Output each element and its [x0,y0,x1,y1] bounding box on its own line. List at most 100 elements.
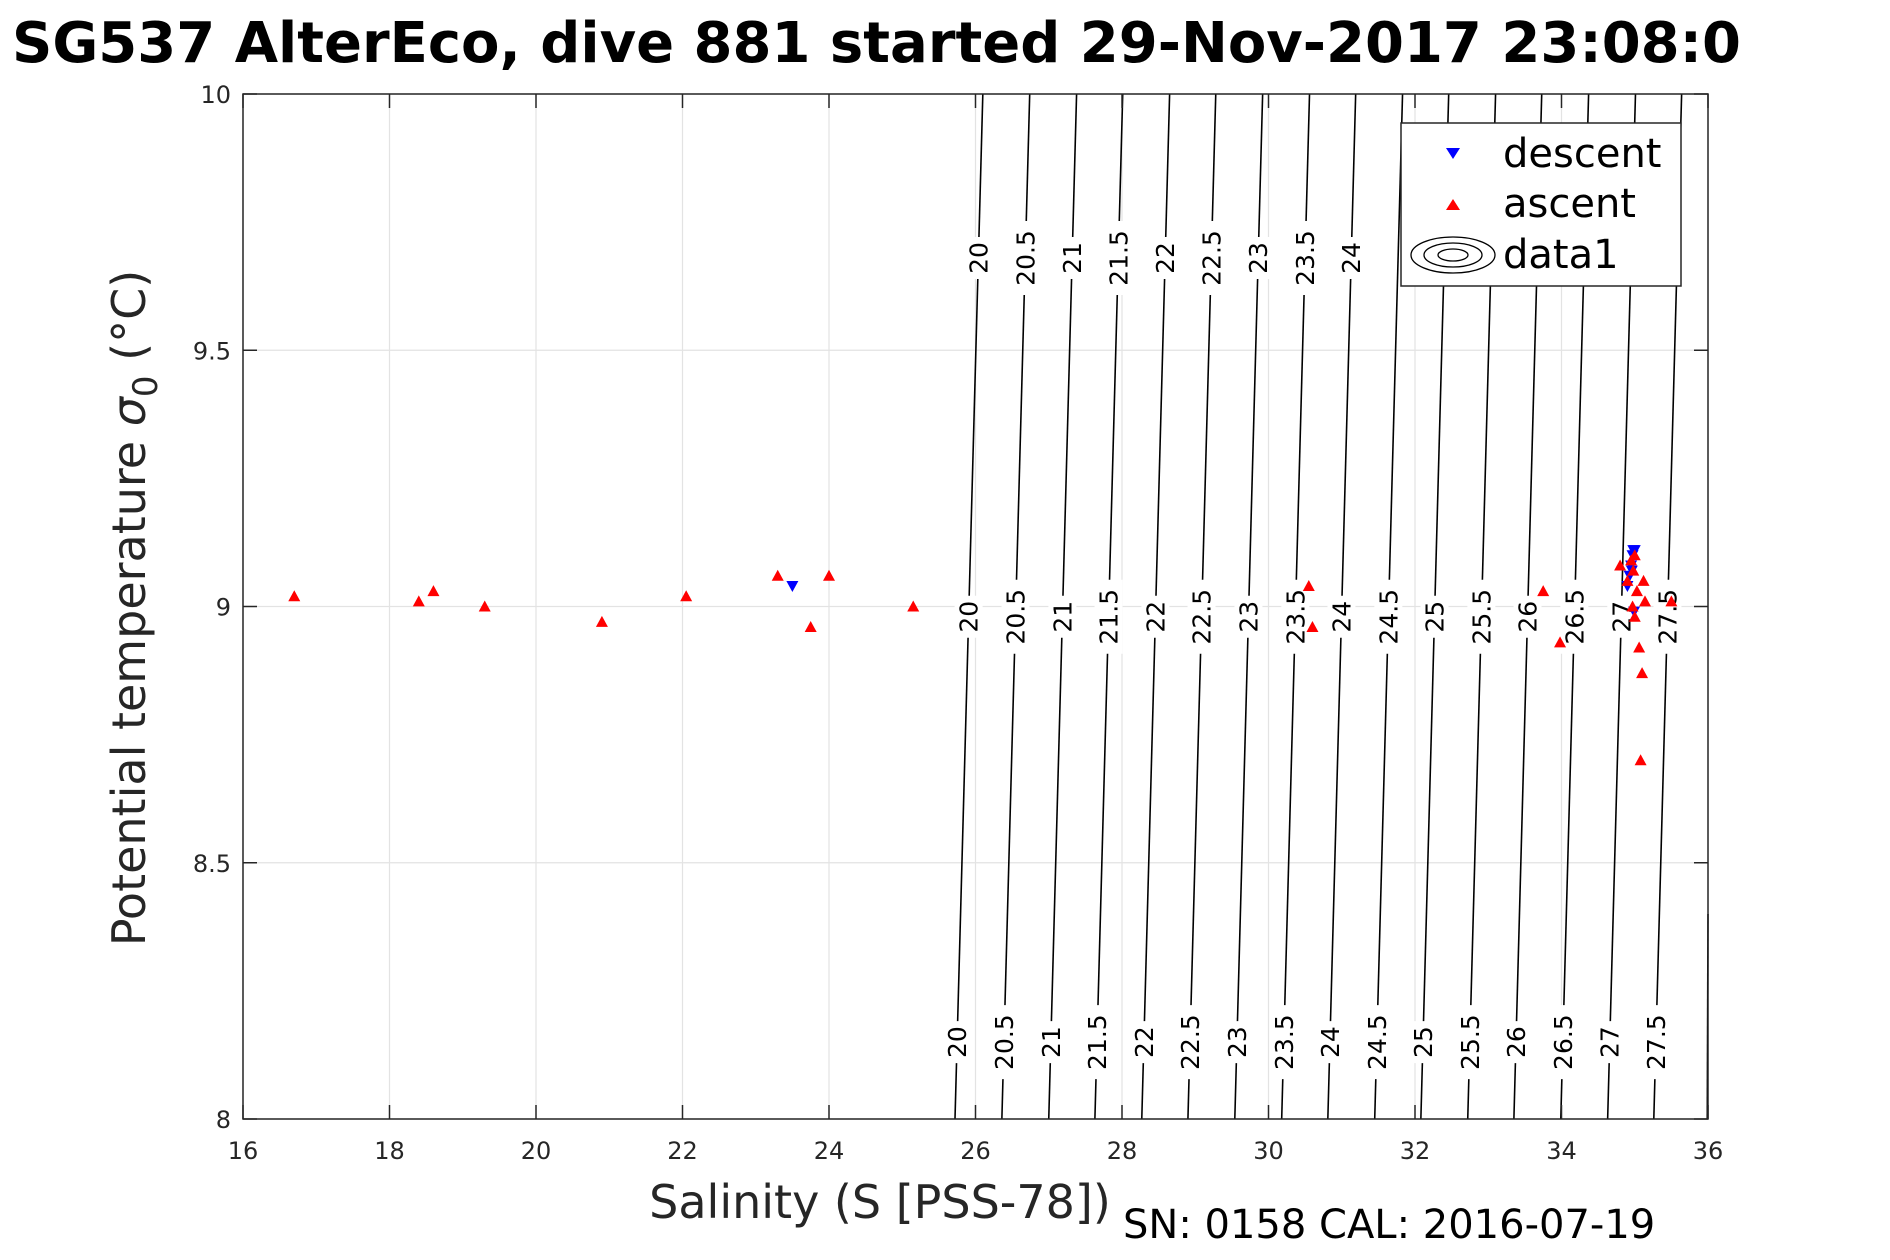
contour-label-gap [1315,1021,1344,1064]
contour-label: 25 [1420,601,1449,633]
x-tick-label: 18 [374,1137,405,1165]
y-axis-label-main: Potential temperature [102,426,156,946]
descent-point [786,581,799,592]
contour-label-gap [1197,221,1226,295]
ascent-point [1637,574,1650,586]
legend-descent-label: descent [1503,131,1661,177]
contour-label-gap [1501,1021,1530,1064]
legend-data1-label: data1 [1503,232,1619,278]
x-tick-label: 34 [1546,1137,1577,1165]
contour-label-gap [1513,595,1542,638]
ascent-point [1306,621,1319,632]
x-tick-label: 20 [521,1137,552,1165]
contour-label: 20 [964,242,993,274]
contour-label-gap [1281,579,1310,654]
contour-labels: 20 20 20 20.5 20.5 20.5 21 21 21 21.5 21.5 21.5 22 22… [943,221,1682,1080]
y-axis-label: Potential temperature σ0 (°C) [102,270,166,946]
contour-label: 20 [955,601,984,633]
ascent-point [478,600,491,612]
legend-contour-icon [1410,236,1496,274]
ascent-point [1626,600,1639,612]
contour-label-gap [1176,1005,1205,1080]
ascent-point [1630,585,1643,597]
legend-ascent-marker [1446,199,1460,210]
contour-label: 22.5 [1176,1014,1205,1070]
x-tick-label: 22 [667,1137,698,1165]
contour-label-gap [1222,1021,1251,1064]
contour-label-gap [1291,221,1320,295]
x-tick-label: 30 [1253,1137,1284,1165]
y-tick-labels: 8 8.5 9 9.5 10 [193,81,231,1134]
data-points [288,545,1678,766]
ascent-point [1628,610,1641,622]
contour-label-gap [1058,237,1087,279]
ascent-point [1627,564,1640,576]
axis-ticks [242,93,1709,1120]
contour-label-gap [1094,579,1123,654]
contour-label-gap [1467,579,1496,654]
contour-label-gap [1420,595,1449,638]
contour-label: 21 [1037,1026,1066,1058]
contour-label-gap [1327,595,1356,638]
y-tick-label: 9 [216,594,231,622]
contour-label-gap [1001,579,1030,654]
contour-label: 24 [1337,242,1366,274]
contour-label-gap [1408,1021,1437,1064]
contour-label-gap [1607,595,1636,638]
y-axis-label-symbol: σ [102,395,156,426]
contour-label-gap [1234,595,1263,638]
contour-label-gap [1269,1005,1298,1080]
contour-label: 21.5 [1095,589,1124,645]
contour-label: 20.5 [1011,230,1040,286]
contour-label: 26.5 [1560,589,1589,645]
contour-label-gap [1653,579,1682,654]
contour-label-gap [1036,1021,1065,1064]
contour-label: 21 [1048,601,1077,633]
y-tick-label: 9.5 [193,337,231,365]
contour-label: 27 [1596,1026,1625,1058]
contour-label: 24 [1327,601,1356,633]
x-tick-label: 16 [228,1137,259,1165]
contour-label-gap [1187,579,1216,654]
y-tick-label: 10 [200,81,231,109]
contour-label-gap [1244,237,1273,279]
contour-label: 27.5 [1642,1014,1671,1070]
contour-label-gap [1151,237,1180,279]
ascent-point [595,615,608,627]
legend-ascent-label: ascent [1503,181,1636,227]
contour-label: 21.5 [1104,230,1133,286]
contour-label-gap [989,1005,1018,1080]
ascent-point [427,585,440,597]
contour-label-gap [1048,595,1077,638]
contour-label-gap [954,595,983,638]
contour-label-gap [1560,579,1589,654]
contour-label: 23 [1234,601,1263,633]
contour-label: 23 [1244,242,1273,274]
contour-label: 22 [1151,242,1180,274]
contour-label: 24 [1316,1026,1345,1058]
contour-label: 20 [943,1026,972,1058]
legend: descent ascent data1 [1400,122,1682,287]
ascent-point [1639,595,1652,607]
contour-label-gap [1337,237,1366,279]
contour-label-gap [1104,221,1133,295]
x-tick-label: 28 [1107,1137,1138,1165]
x-tick-label: 26 [960,1137,991,1165]
ascent-point [412,595,425,607]
ascent-point [1614,559,1627,571]
contour-label-gap [1129,1021,1158,1064]
ascent-point [680,590,693,602]
ascent-point [1302,580,1315,591]
serial-calibration-footer: SN: 0158 CAL: 2016-07-19 [1123,1202,1655,1248]
x-tick-label: 32 [1400,1137,1431,1165]
contour-label: 26.5 [1549,1014,1578,1070]
contour-label-gap [1374,579,1403,654]
ascent-point [1537,585,1550,597]
contour-label-gap [1011,221,1040,295]
contour-label-gap [964,237,993,279]
ascent-point [1628,549,1641,561]
contour-label-gap [1455,1005,1484,1080]
contour-label: 20.5 [1002,589,1031,645]
y-axis-label-subscript: 0 [126,375,166,397]
